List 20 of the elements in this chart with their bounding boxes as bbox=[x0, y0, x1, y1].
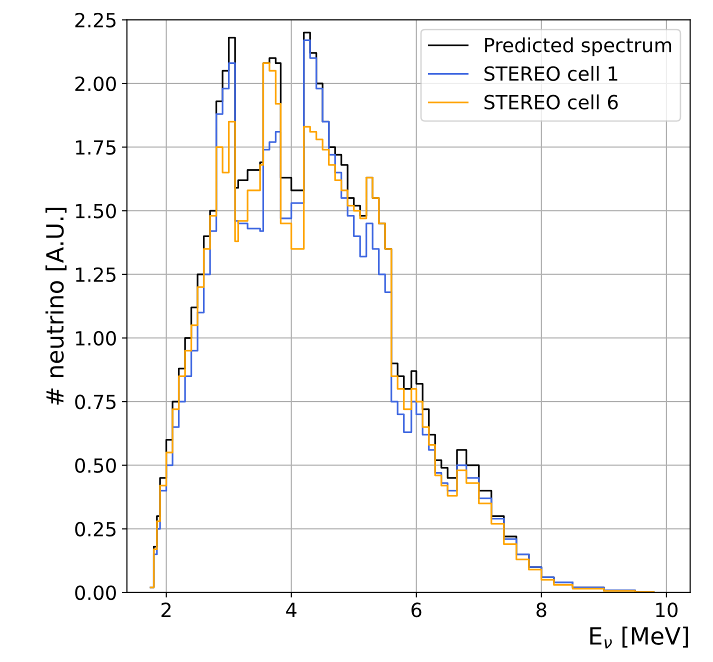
x-tick-label: 8 bbox=[536, 602, 546, 618]
y-tick-label: 1.00 bbox=[76, 330, 116, 346]
x-tick-label: 10 bbox=[656, 602, 678, 618]
y-tick-label: 2.00 bbox=[75, 76, 116, 92]
x-axis-title: E$_{ν}$ [MeV] bbox=[590, 626, 688, 648]
y-tick-label: 0.00 bbox=[75, 585, 116, 600]
y-tick-label: 0.25 bbox=[75, 522, 116, 537]
y-tick-label: 2.25 bbox=[75, 12, 116, 28]
x-tick-label: 4 bbox=[286, 602, 296, 617]
legend-label: STEREO cell 6 bbox=[484, 94, 618, 110]
x-tick-label: 6 bbox=[412, 602, 422, 618]
legend-label: STEREO cell 1 bbox=[484, 66, 618, 81]
y-tick-label: 1.50 bbox=[76, 204, 116, 218]
y-tick-label: 1.25 bbox=[76, 267, 116, 282]
y-tick-label: 0.75 bbox=[75, 394, 116, 410]
y-axis-title: # neutrino [A.U.] bbox=[45, 208, 67, 405]
x-tick-label: 2 bbox=[162, 602, 171, 617]
legend-label: Predicted spectrum bbox=[485, 37, 672, 56]
y-tick-label: 0.50 bbox=[75, 458, 116, 473]
y-tick-label: 1.75 bbox=[76, 140, 116, 155]
